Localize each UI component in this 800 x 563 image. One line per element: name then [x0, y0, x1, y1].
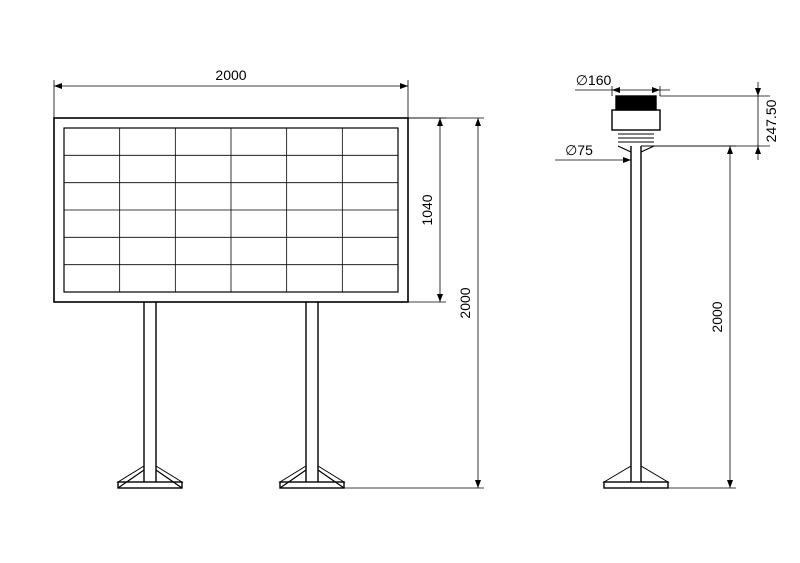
dim-dia-75: ∅75 [565, 142, 593, 158]
engineering-drawing: 2000 1040 2000 ∅160 ∅75 247.50 2000 [0, 0, 800, 563]
dim-head-h-247: 247.50 [763, 99, 779, 142]
dim-panel-h-1040: 1040 [419, 194, 435, 225]
dim-pole-h-2000: 2000 [709, 301, 725, 332]
dim-dia-160: ∅160 [576, 72, 612, 88]
dim-total-h-2000: 2000 [457, 287, 473, 318]
dim-width-2000: 2000 [215, 67, 246, 83]
